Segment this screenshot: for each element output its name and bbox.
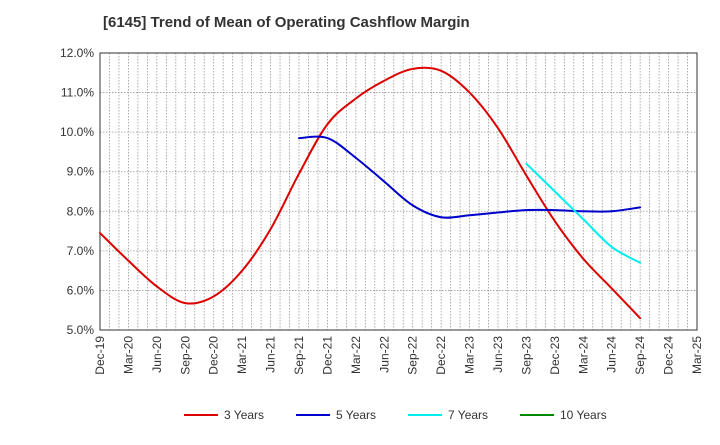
x-tick-label: Jun-22 — [377, 336, 391, 373]
y-tick-label: 5.0% — [67, 323, 95, 337]
legend: 3 Years 5 Years 7 Years 10 Years — [184, 408, 607, 422]
y-tick-label: 11.0% — [61, 86, 94, 100]
series-line-5-years — [298, 135, 642, 219]
chart-title: [6145] Trend of Mean of Operating Cashfl… — [103, 14, 470, 31]
y-tick-label: 9.0% — [67, 165, 95, 179]
legend-label-7-years: 7 Years — [448, 408, 488, 422]
x-tick-label: Dec-19 — [93, 336, 107, 375]
x-tick-label: Sep-21 — [292, 336, 306, 375]
y-tick-label: 10.0% — [60, 125, 94, 139]
y-axis: 5.0% 6.0% 7.0% 8.0% 9.0% 10.0% 11.0% 12.0% — [60, 46, 94, 337]
x-tick-label: Mar-25 — [690, 336, 704, 374]
x-tick-label: Mar-24 — [576, 336, 590, 374]
legend-label-3-years: 3 Years — [224, 408, 264, 422]
series-lines — [99, 66, 642, 320]
x-tick-label: Mar-23 — [463, 336, 477, 374]
x-tick-label: Dec-23 — [548, 336, 562, 375]
x-tick-label: Sep-23 — [519, 336, 533, 375]
x-tick-label: Dec-24 — [662, 336, 676, 375]
x-tick-label: Sep-20 — [178, 336, 192, 375]
x-tick-label: Jun-20 — [150, 336, 164, 373]
x-tick-label: Mar-21 — [235, 336, 249, 374]
y-tick-label: 7.0% — [67, 244, 95, 258]
x-axis: Dec-19 Mar-20 Jun-20 Sep-20 Dec-20 Mar-21 Jun-… — [93, 336, 704, 375]
legend-label-5-years: 5 Years — [336, 408, 376, 422]
series-line-7-years — [525, 162, 642, 264]
x-tick-label: Mar-22 — [349, 336, 363, 374]
x-tick-label: Dec-21 — [320, 336, 334, 375]
series-line-3-years — [99, 66, 642, 320]
x-tick-label: Mar-20 — [121, 336, 135, 374]
x-tick-label: Jun-23 — [491, 336, 505, 373]
plot-area-border — [99, 52, 698, 331]
legend-label-10-years: 10 Years — [560, 408, 607, 422]
grid-lines — [100, 53, 697, 330]
x-tick-label: Sep-24 — [633, 336, 647, 375]
y-tick-label: 12.0% — [60, 46, 94, 60]
x-tick-label: Dec-22 — [434, 336, 448, 375]
y-tick-label: 8.0% — [67, 204, 95, 218]
y-tick-label: 6.0% — [67, 283, 95, 297]
x-tick-label: Sep-22 — [406, 336, 420, 375]
x-tick-label: Jun-24 — [605, 336, 619, 373]
x-tick-label: Jun-21 — [264, 336, 278, 373]
x-tick-label: Dec-20 — [207, 336, 221, 375]
